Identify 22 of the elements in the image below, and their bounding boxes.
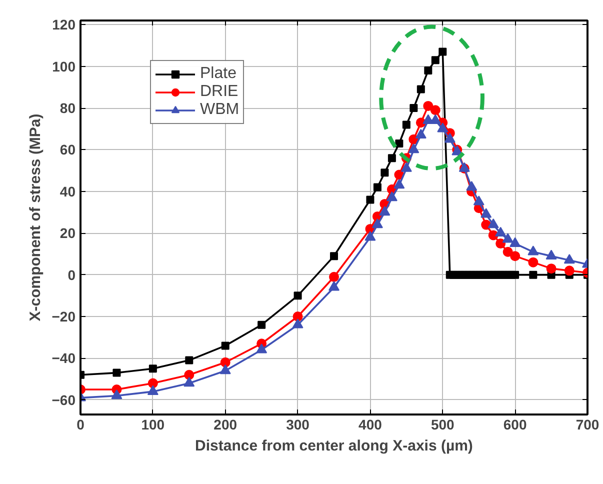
y-tick-label: −20 [52, 308, 76, 325]
y-tick-label: 100 [52, 58, 76, 74]
x-tick-label: 300 [286, 416, 310, 432]
x-tick-label: 700 [576, 416, 600, 432]
x-axis-title: Distance from center along X-axis (µm) [195, 438, 473, 454]
x-tick-label: 600 [503, 416, 527, 432]
y-tick-label: −60 [52, 392, 76, 408]
y-tick-label: 120 [52, 16, 76, 33]
x-tick-label: 500 [430, 416, 455, 432]
legend-label: DRIE [200, 83, 238, 101]
legend-label: Plate [200, 65, 236, 83]
y-tick-label: −40 [52, 350, 76, 366]
x-tick-label: 400 [358, 416, 382, 432]
y-tick-label: 60 [60, 142, 76, 158]
y-tick-label: 20 [60, 225, 76, 242]
y-tick-label: 0 [68, 266, 76, 283]
x-tick-label: 200 [214, 416, 238, 432]
legend-label: WBM [200, 101, 240, 119]
y-axis-title: X-component of stress (MPa) [26, 114, 44, 322]
x-tick-label: 100 [141, 416, 165, 432]
y-tick-label: 80 [60, 100, 76, 116]
y-tick-label: 40 [60, 183, 76, 200]
